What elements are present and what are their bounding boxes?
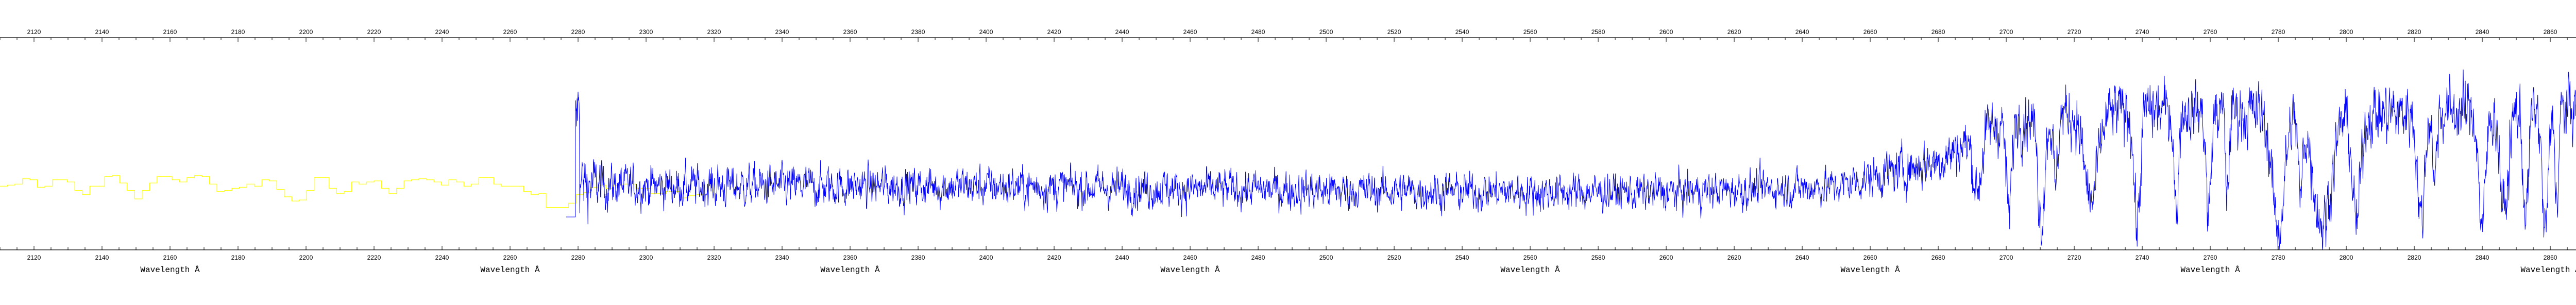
tick-label-top: 2340 xyxy=(775,28,789,36)
tick-label-top: 2740 xyxy=(2136,28,2149,36)
tick-label-bottom: 2120 xyxy=(27,254,41,261)
tick-label-bottom: 2640 xyxy=(1795,254,1809,261)
tick-label-bottom: 2500 xyxy=(1319,254,1333,261)
tick-label-top: 2400 xyxy=(979,28,993,36)
tick-label-top: 2760 xyxy=(2204,28,2217,36)
tick-label-top: 2380 xyxy=(911,28,925,36)
tick-label-top: 2820 xyxy=(2408,28,2421,36)
tick-label-top: 2620 xyxy=(1727,28,1741,36)
tick-label-top: 2320 xyxy=(707,28,721,36)
tick-label-bottom: 2840 xyxy=(2476,254,2489,261)
tick-label-top: 2560 xyxy=(1523,28,1537,36)
tick-label-bottom: 2540 xyxy=(1455,254,1469,261)
x-axis-title: Wavelength Å xyxy=(1840,265,1900,275)
tick-label-top: 2300 xyxy=(639,28,653,36)
tick-label-bottom: 2160 xyxy=(163,254,177,261)
tick-label-top: 2680 xyxy=(1931,28,1945,36)
observed-spectrum-path xyxy=(566,69,2576,250)
tick-label-bottom: 2140 xyxy=(95,254,109,261)
tick-label-bottom: 2860 xyxy=(2544,254,2557,261)
tick-label-top: 2120 xyxy=(27,28,41,36)
tick-label-bottom: 2340 xyxy=(775,254,789,261)
x-axis-title: Wavelength Å xyxy=(1500,265,1560,275)
tick-label-top: 2280 xyxy=(571,28,585,36)
x-axis-title: Wavelength Å xyxy=(820,265,880,275)
tick-label-top: 2580 xyxy=(1591,28,1605,36)
tick-label-bottom: 2800 xyxy=(2340,254,2353,261)
tick-label-top: 2140 xyxy=(95,28,109,36)
tick-label-bottom: 2300 xyxy=(639,254,653,261)
tick-label-bottom: 2680 xyxy=(1931,254,1945,261)
observed-spectrum-line xyxy=(566,69,2576,250)
tick-label-bottom: 2600 xyxy=(1659,254,1673,261)
tick-label-bottom: 2360 xyxy=(843,254,857,261)
tick-label-bottom: 2260 xyxy=(503,254,517,261)
tick-label-top: 2520 xyxy=(1387,28,1401,36)
tick-label-top: 2160 xyxy=(163,28,177,36)
tick-label-bottom: 2700 xyxy=(1999,254,2013,261)
model-step-line xyxy=(0,175,703,208)
tick-label-bottom: 2240 xyxy=(435,254,449,261)
tick-label-top: 2500 xyxy=(1319,28,1333,36)
x-axis-titles: Wavelength Å Wavelength Å Wavelength Å Wave… xyxy=(140,265,2576,275)
tick-label-top: 2640 xyxy=(1795,28,1809,36)
tick-label-top: 2800 xyxy=(2340,28,2353,36)
tick-label-top: 2540 xyxy=(1455,28,1469,36)
tick-label-top: 2700 xyxy=(1999,28,2013,36)
x-axis-title: Wavelength Å xyxy=(140,265,200,275)
tick-label-top: 2660 xyxy=(1863,28,1877,36)
tick-label-bottom: 2180 xyxy=(231,254,245,261)
tick-label-top: 2780 xyxy=(2272,28,2285,36)
x-axis-title: Wavelength Å xyxy=(480,265,540,275)
tick-label-bottom: 2280 xyxy=(571,254,585,261)
tick-label-bottom: 2460 xyxy=(1183,254,1197,261)
tick-label-bottom: 2620 xyxy=(1727,254,1741,261)
tick-label-top: 2840 xyxy=(2476,28,2489,36)
tick-label-top: 2440 xyxy=(1115,28,1129,36)
tick-label-bottom: 2220 xyxy=(367,254,381,261)
tick-label-bottom: 2440 xyxy=(1115,254,1129,261)
tick-label-bottom: 2420 xyxy=(1047,254,1061,261)
x-axis-title: Wavelength Å xyxy=(2520,265,2576,275)
tick-label-top: 2360 xyxy=(843,28,857,36)
tick-label-top: 2220 xyxy=(367,28,381,36)
tick-label-bottom: 2200 xyxy=(299,254,313,261)
model-step-path xyxy=(0,175,703,208)
tick-label-bottom: 2320 xyxy=(707,254,721,261)
tick-label-bottom: 2400 xyxy=(979,254,993,261)
tick-label-bottom: 2380 xyxy=(911,254,925,261)
tick-label-bottom: 2720 xyxy=(2067,254,2081,261)
tick-label-bottom: 2740 xyxy=(2136,254,2149,261)
tick-label-top: 2460 xyxy=(1183,28,1197,36)
tick-label-bottom: 2560 xyxy=(1523,254,1537,261)
tick-label-bottom: 2820 xyxy=(2408,254,2421,261)
tick-label-top: 2260 xyxy=(503,28,517,36)
tick-label-bottom: 2760 xyxy=(2204,254,2217,261)
tick-label-bottom: 2780 xyxy=(2272,254,2285,261)
tick-label-bottom: 2580 xyxy=(1591,254,1605,261)
bottom-x-axis: 2120 2140 2160 2180 2200 2220 2240 2260 2280 2300… xyxy=(0,246,2576,261)
tick-label-bottom: 2520 xyxy=(1387,254,1401,261)
tick-label-bottom: 2480 xyxy=(1251,254,1265,261)
tick-label-top: 2480 xyxy=(1251,28,1265,36)
x-axis-title: Wavelength Å xyxy=(1160,265,1220,275)
top-x-axis: 2120 2140 2160 2180 2200 2220 2240 2260 2280 2300… xyxy=(0,28,2576,42)
tick-label-top: 2600 xyxy=(1659,28,1673,36)
tick-label-top: 2860 xyxy=(2544,28,2557,36)
tick-label-top: 2180 xyxy=(231,28,245,36)
x-axis-title: Wavelength Å xyxy=(2180,265,2240,275)
tick-label-top: 2720 xyxy=(2067,28,2081,36)
tick-label-bottom: 2660 xyxy=(1863,254,1877,261)
tick-label-top: 2420 xyxy=(1047,28,1061,36)
tick-label-top: 2200 xyxy=(299,28,313,36)
tick-label-top: 2240 xyxy=(435,28,449,36)
